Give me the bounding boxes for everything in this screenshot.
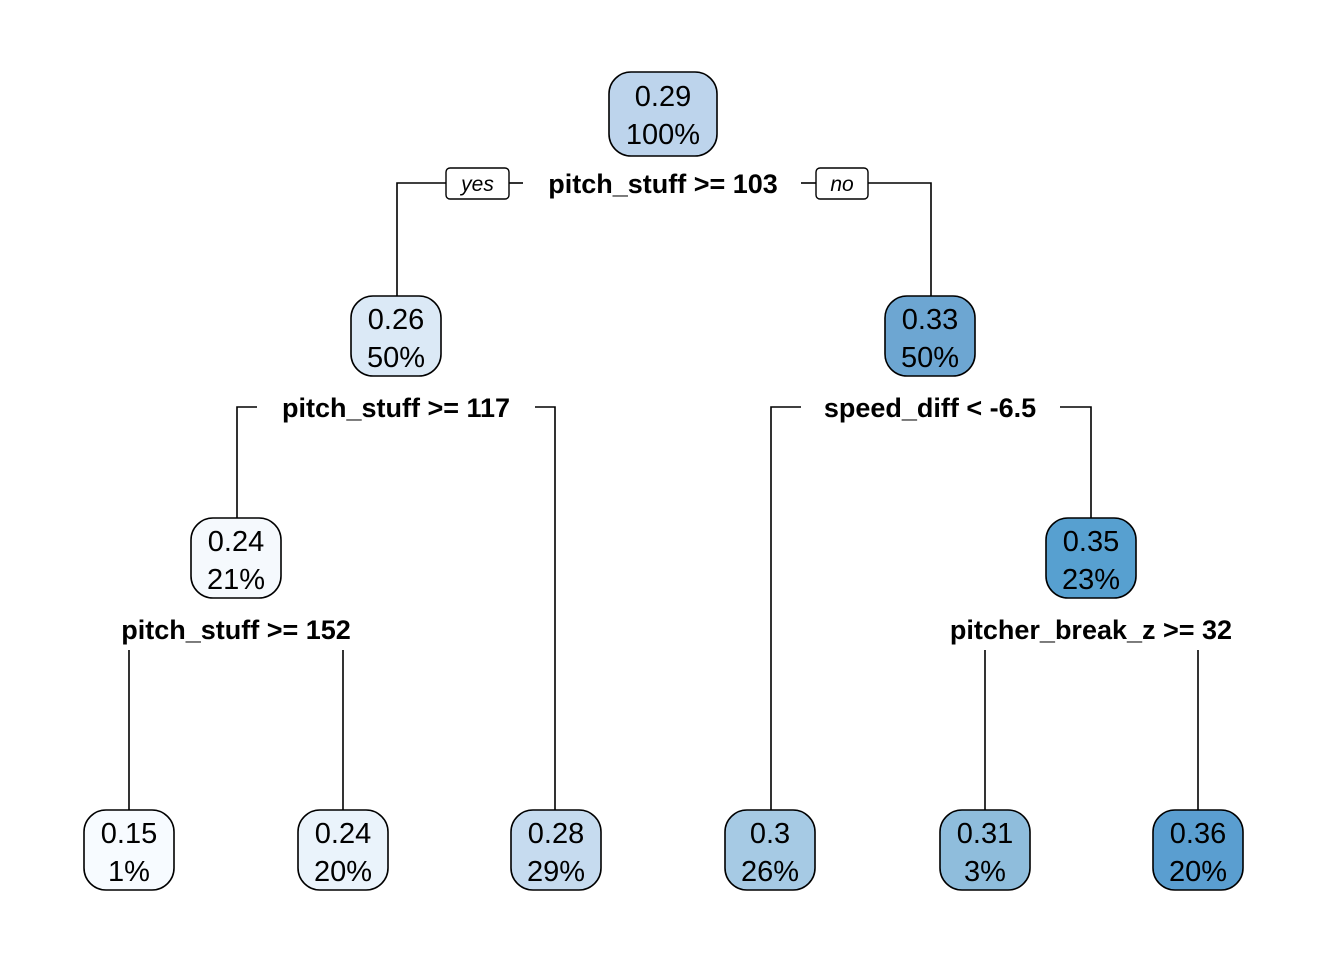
tree-node-n7: 0.35 23% [1045, 517, 1137, 599]
node-box [190, 517, 282, 599]
split-label-left: pitch_stuff >= 117 [282, 393, 510, 423]
node-value: 0.24 [315, 818, 371, 850]
tree-node-n1: 0.29 100% [608, 71, 718, 157]
node-percent: 3% [964, 856, 1006, 888]
branch-root-yes [396, 182, 446, 296]
tree-node-n3: 0.33 50% [884, 295, 976, 377]
branch-right-no [1060, 406, 1092, 518]
node-value: 0.31 [957, 818, 1013, 850]
node-value: 0.26 [368, 304, 424, 336]
split-label-root: pitch_stuff >= 103 [548, 169, 778, 199]
branch-lines [128, 182, 1199, 810]
split-label-ll: pitch_stuff >= 152 [121, 615, 351, 645]
node-value: 0.36 [1170, 818, 1226, 850]
node-value: 0.35 [1063, 526, 1119, 558]
node-percent: 23% [1062, 564, 1120, 596]
tree-node-n2: 0.26 50% [350, 295, 442, 377]
node-percent: 20% [314, 856, 372, 888]
node-box [297, 809, 389, 891]
tree-node-n15: 0.36 20% [1152, 809, 1244, 891]
node-percent: 100% [626, 119, 700, 151]
node-value: 0.33 [902, 304, 958, 336]
tree-node-n6: 0.3 26% [724, 809, 816, 891]
node-percent: 50% [901, 342, 959, 374]
edge-tag-no: no [815, 167, 869, 200]
node-percent: 26% [741, 856, 799, 888]
tree-node-n14: 0.31 3% [939, 809, 1031, 891]
node-value: 0.3 [750, 818, 790, 850]
node-percent: 29% [527, 856, 585, 888]
edge-tag-no-text: no [830, 173, 854, 196]
node-box [1152, 809, 1244, 891]
branch-left-no [535, 406, 556, 810]
tree-node-n8: 0.15 1% [83, 809, 175, 891]
node-percent: 21% [207, 564, 265, 596]
branch-root-no [868, 182, 932, 296]
edge-tag-yes-text: yes [459, 173, 494, 196]
node-box [83, 809, 175, 891]
edge-tag-yes: yes [445, 167, 510, 200]
node-box [939, 809, 1031, 891]
split-label-right: speed_diff < -6.5 [824, 393, 1036, 423]
node-value: 0.15 [101, 818, 157, 850]
node-box [608, 71, 718, 157]
node-percent: 20% [1169, 856, 1227, 888]
node-box [724, 809, 816, 891]
node-value: 0.28 [528, 818, 584, 850]
node-box [884, 295, 976, 377]
tree-node-n9: 0.24 20% [297, 809, 389, 891]
tree-node-n5: 0.28 29% [510, 809, 602, 891]
branch-left-yes [236, 406, 257, 518]
node-box [510, 809, 602, 891]
node-box [350, 295, 442, 377]
branch-right-yes [770, 406, 801, 810]
split-label-rr: pitcher_break_z >= 32 [950, 615, 1232, 645]
node-box [1045, 517, 1137, 599]
node-value: 0.24 [208, 526, 264, 558]
node-value: 0.29 [635, 81, 691, 113]
tree-node-n4: 0.24 21% [190, 517, 282, 599]
node-percent: 50% [367, 342, 425, 374]
node-percent: 1% [108, 856, 150, 888]
